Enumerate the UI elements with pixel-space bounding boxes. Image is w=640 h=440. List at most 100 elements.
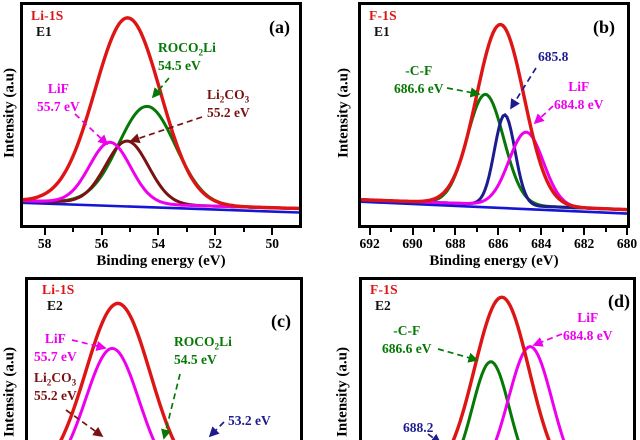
tick-label-692: 692 bbox=[359, 236, 380, 251]
tick-label-52: 52 bbox=[208, 236, 223, 251]
minor-tick bbox=[432, 228, 435, 232]
minor-tick bbox=[604, 228, 607, 232]
x-axis-title-a: Binding energy (eV) bbox=[96, 253, 226, 269]
tick-label-684: 684 bbox=[531, 236, 552, 251]
sample-label: Li-1S bbox=[42, 282, 75, 297]
electrode-label: E1 bbox=[374, 24, 390, 40]
annotation--C-F: -C-F 686.6 eV bbox=[382, 323, 432, 356]
panel-tag-d: (d) bbox=[608, 291, 630, 311]
minor-tick bbox=[242, 228, 245, 232]
major-tick bbox=[100, 228, 103, 235]
annotation-leader-Li2CO3 bbox=[129, 116, 203, 144]
major-tick bbox=[411, 228, 414, 235]
x-axis-panel-a: Binding energy (eV) 58 56 54 52 50 bbox=[20, 228, 302, 276]
major-tick bbox=[368, 228, 371, 235]
annotation-leader-ROCO2Li bbox=[161, 373, 181, 440]
baseline-curve bbox=[361, 200, 627, 215]
tick-label-688: 688 bbox=[445, 236, 466, 251]
panel-c-corner: Li-1S E2 bbox=[42, 282, 75, 314]
annotation-leader-LiF bbox=[532, 333, 563, 347]
annotation-685.8: 685.8 bbox=[538, 49, 569, 64]
panel-d-corner: F-1S E2 bbox=[370, 282, 398, 314]
sample-label: Li-1S bbox=[31, 8, 64, 23]
curve-LiF bbox=[361, 130, 627, 212]
electrode-label: E2 bbox=[47, 298, 63, 314]
curve-ROCO2Li bbox=[23, 104, 299, 210]
annotation-ROCO2Li: ROCO2Li 54.5 eV bbox=[174, 334, 232, 367]
baseline-curve bbox=[23, 201, 299, 214]
annotation-53.2 eV: 53.2 eV bbox=[228, 413, 271, 428]
spectra-plot-a bbox=[23, 16, 299, 214]
minor-tick bbox=[72, 228, 75, 232]
annotation-leader-ROCO2Li bbox=[151, 77, 170, 99]
panel-a-corner: Li-1S E1 bbox=[31, 8, 64, 40]
curve--C-F bbox=[461, 360, 520, 440]
panel-b: F-1S E1 (b) -C-F 686.6 eV 685.8 LiF 684.8 eV bbox=[358, 2, 630, 228]
annotation--C-F: -C-F 686.6 eV bbox=[394, 63, 444, 96]
tick-label-680: 680 bbox=[616, 236, 638, 251]
spectra-plot-d bbox=[427, 295, 566, 440]
annotation-leader-Li2CO3 bbox=[65, 409, 104, 437]
electrode-label: E1 bbox=[36, 24, 52, 40]
tick-label-686: 686 bbox=[488, 236, 509, 251]
panel-d: F-1S E2 (d) -C-F 686.6 eV LiF 684.8 eV 688.2 bbox=[359, 277, 636, 440]
annotation-leader-LiF bbox=[71, 339, 107, 351]
annotation-LiF: LiF 684.8 eV bbox=[563, 310, 613, 343]
curve-LiF bbox=[494, 345, 566, 440]
annotation-leader-LiF bbox=[74, 113, 109, 146]
minor-tick bbox=[185, 228, 188, 232]
spectra-plot-b bbox=[361, 22, 627, 215]
tick-label-682: 682 bbox=[573, 236, 595, 251]
y-axis-title-a: Intensity (a.u) bbox=[1, 67, 18, 159]
tick-label-56: 56 bbox=[94, 236, 109, 251]
curve-envelope bbox=[451, 295, 551, 440]
annotation-Li2CO3: Li2CO3 55.2 eV bbox=[34, 370, 77, 403]
spectra-plot-c bbox=[59, 301, 225, 440]
panel-tag-b: (b) bbox=[593, 17, 615, 37]
minor-tick bbox=[390, 228, 392, 232]
major-tick bbox=[157, 228, 160, 235]
panel-b-corner: F-1S E1 bbox=[369, 8, 397, 40]
major-tick bbox=[214, 228, 217, 235]
annotation-leader-685.8 bbox=[510, 67, 537, 110]
annotation-ROCO2Li: ROCO2Li 54.5 eV bbox=[158, 40, 216, 73]
major-tick bbox=[626, 228, 628, 235]
annotation-leader--C-F bbox=[446, 87, 481, 98]
annotation-leader-688.2 bbox=[427, 433, 442, 440]
annotation-leader-LiF bbox=[533, 105, 554, 125]
tick-label-54: 54 bbox=[151, 236, 166, 251]
sample-label: F-1S bbox=[370, 282, 398, 297]
y-axis-title-d: Intensity (a.u) bbox=[334, 346, 351, 438]
panel-c: Li-1S E2 (c) LiF 55.7 eV Li2CO3 55.2 eV ROCO… bbox=[25, 277, 303, 440]
annotation-688.2: 688.2 bbox=[403, 420, 434, 435]
annotation-LiF: LiF 55.7 eV bbox=[37, 81, 80, 114]
major-tick bbox=[583, 228, 586, 235]
panel-a: Li-1S E1 (a) ROCO2Li 54.5 eV LiF 55.7 eV Li2… bbox=[20, 2, 302, 228]
y-axis-title-b: Intensity (a.u) bbox=[335, 67, 352, 159]
major-tick bbox=[271, 228, 274, 235]
annotation-leader--C-F bbox=[437, 348, 479, 363]
major-tick bbox=[454, 228, 457, 235]
minor-tick bbox=[475, 228, 478, 232]
tick-label-50: 50 bbox=[265, 236, 280, 251]
major-tick bbox=[43, 228, 46, 235]
curve-LiF bbox=[68, 346, 156, 440]
minor-tick bbox=[561, 228, 564, 232]
major-tick bbox=[540, 228, 543, 235]
tick-label-58: 58 bbox=[37, 236, 52, 251]
minor-tick bbox=[129, 228, 131, 232]
curve-C-F2 bbox=[361, 113, 627, 212]
annotation-LiF: LiF 55.7 eV bbox=[34, 331, 77, 364]
annotation-LiF: LiF 684.8 eV bbox=[554, 79, 604, 112]
sample-label: F-1S bbox=[369, 8, 397, 23]
electrode-label: E2 bbox=[375, 298, 391, 314]
curve-envelope bbox=[59, 301, 176, 440]
annotation-leader-53.2 eV bbox=[208, 421, 225, 438]
x-axis-title-b: Binding energy (eV) bbox=[429, 253, 559, 269]
x-axis-panel-b: Binding energy (eV) 692 690 688 686 684 682 68… bbox=[358, 228, 637, 276]
curve-envelope bbox=[361, 22, 627, 212]
panel-tag-c: (c) bbox=[271, 311, 291, 331]
minor-tick bbox=[518, 228, 521, 232]
panel-tag-a: (a) bbox=[269, 17, 290, 37]
